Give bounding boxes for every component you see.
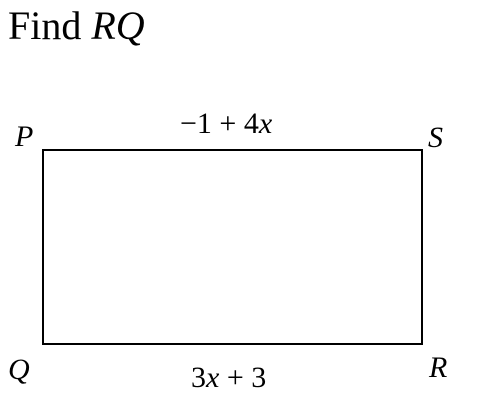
edge-label-qr-const: + 3 xyxy=(219,361,266,394)
rectangle-pqrs xyxy=(42,149,423,345)
vertex-label-s: S xyxy=(428,121,443,154)
edge-label-qr-var: x xyxy=(205,361,220,394)
edge-label-qr: 3x + 3 xyxy=(191,361,266,394)
edge-label-qr-coef: 3 xyxy=(191,361,206,394)
vertex-label-r: R xyxy=(428,351,447,384)
edge-label-ps-var: x xyxy=(258,107,273,140)
question-prefix: Find xyxy=(8,3,92,48)
vertex-label-q: Q xyxy=(8,353,30,386)
vertex-label-p: P xyxy=(14,120,33,153)
question-title: Find RQ xyxy=(8,4,145,48)
question-target: RQ xyxy=(91,3,145,48)
edge-label-ps: −1 + 4x xyxy=(180,107,273,140)
edge-label-ps-part1: −1 + 4 xyxy=(180,107,259,140)
